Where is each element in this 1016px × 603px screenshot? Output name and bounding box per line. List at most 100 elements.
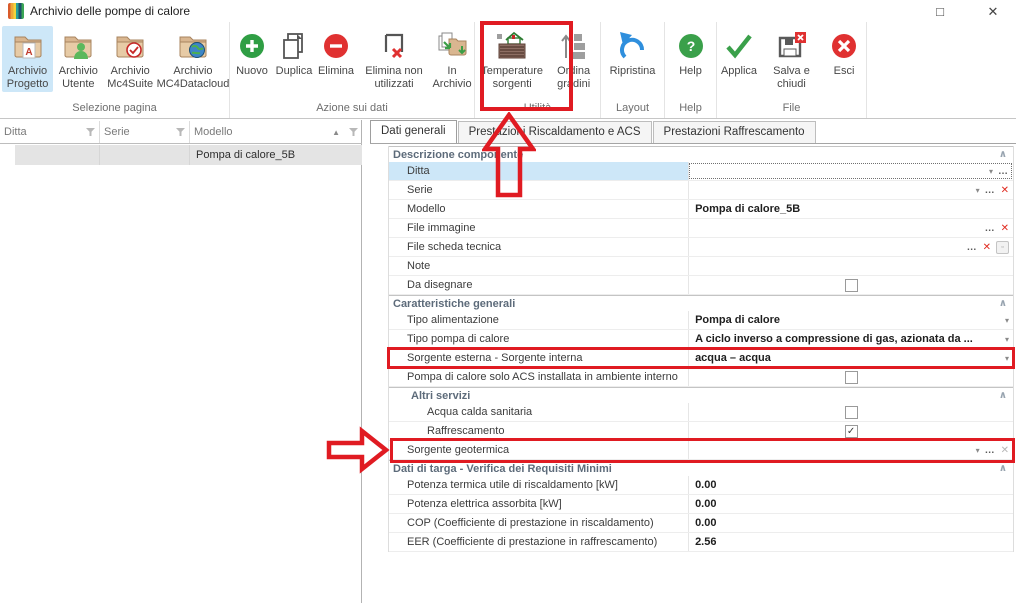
clear-icon[interactable]: ✕: [1000, 184, 1009, 196]
model-list-row[interactable]: Pompa di calore_5B: [0, 145, 362, 165]
group-label-help: Help: [679, 102, 702, 114]
clear-icon[interactable]: ✕: [982, 241, 991, 253]
property-row-raffrescamento[interactable]: Raffrescamento ✓: [389, 422, 1013, 441]
collapse-chevron-icon[interactable]: ∧: [998, 149, 1007, 160]
archivio-utente-button[interactable]: Archivio Utente: [55, 26, 101, 92]
property-grid: Descrizione componente ∧ Ditta ▾ … Serie…: [388, 146, 1014, 552]
preview-file-icon[interactable]: ▫: [996, 240, 1009, 254]
in-archivio-button[interactable]: In Archivio: [432, 26, 472, 92]
checkmark-icon: [722, 29, 756, 63]
property-row-file-immagine[interactable]: File immagine … ✕: [389, 219, 1013, 238]
tab-dati-generali[interactable]: Dati generali: [370, 120, 457, 143]
ribbon-group-selezione-pagina: A Archivio Progetto Archivio Utente Arch…: [0, 22, 230, 118]
property-row-acqua-calda-sanitaria[interactable]: Acqua calda sanitaria: [389, 403, 1013, 422]
dropdown-icon[interactable]: ▾: [1004, 353, 1009, 363]
filter-icon[interactable]: [86, 128, 95, 136]
property-row-tipo-pompa-di-calore[interactable]: Tipo pompa di calore A ciclo inverso a c…: [389, 330, 1013, 349]
property-row-ditta[interactable]: Ditta ▾ …: [389, 162, 1013, 181]
property-row-potenza-elettrica[interactable]: Potenza elettrica assorbita [kW] 0.00: [389, 495, 1013, 514]
close-button[interactable]: ✕: [987, 4, 999, 19]
salva-e-chiudi-button[interactable]: Salva e chiudi: [761, 26, 822, 92]
property-row-tipo-alimentazione[interactable]: Tipo alimentazione Pompa di calore ▾: [389, 311, 1013, 330]
checkbox-unchecked[interactable]: [844, 405, 858, 419]
collapse-chevron-icon[interactable]: ∧: [998, 298, 1007, 309]
folder-mc4suite-icon: [113, 29, 147, 63]
maximize-button[interactable]: □: [936, 4, 944, 19]
section-altri-servizi[interactable]: Altri servizi ∧: [389, 387, 1013, 403]
dropdown-icon[interactable]: ▾: [988, 166, 993, 176]
x-circle-icon: [827, 29, 861, 63]
svg-text:?: ?: [686, 38, 695, 54]
cell-modello[interactable]: Pompa di calore_5B: [190, 145, 362, 165]
ellipsis-button[interactable]: …: [984, 444, 996, 456]
detail-panel: Dati generali Prestazioni Riscaldamento …: [370, 120, 1016, 603]
row-indicator: [0, 145, 15, 165]
nuovo-button[interactable]: Nuovo: [232, 26, 272, 79]
column-header-serie[interactable]: Serie: [100, 121, 190, 143]
ellipsis-button[interactable]: …: [966, 241, 978, 253]
property-row-serie[interactable]: Serie ▾ … ✕: [389, 181, 1013, 200]
tab-prestazioni-raffrescamento[interactable]: Prestazioni Raffrescamento: [652, 121, 816, 143]
section-descrizione-componente[interactable]: Descrizione componente ∧: [389, 146, 1013, 162]
property-row-pompa-solo-acs[interactable]: Pompa di calore solo ACS installata in a…: [389, 368, 1013, 387]
elimina-button[interactable]: Elimina: [316, 26, 356, 79]
esci-button[interactable]: Esci: [824, 26, 864, 79]
collapse-chevron-icon[interactable]: ∧: [998, 390, 1007, 401]
property-row-modello[interactable]: Modello Pompa di calore_5B: [389, 200, 1013, 219]
section-caratteristiche-generali[interactable]: Caratteristiche generali ∧: [389, 295, 1013, 311]
column-header-modello[interactable]: Modello ▲: [190, 121, 362, 143]
group-label-layout: Layout: [615, 102, 650, 114]
checkbox-unchecked[interactable]: [844, 278, 858, 292]
group-label-file: File: [782, 102, 801, 114]
temperature-sorgenti-button[interactable]: Temperature sorgenti: [477, 26, 547, 92]
group-label-utilita: Utilità: [523, 102, 552, 114]
elimina-non-utilizzati-button[interactable]: Elimina non utilizzati: [358, 26, 430, 92]
tab-strip: Dati generali Prestazioni Riscaldamento …: [370, 120, 1016, 143]
checkbox-unchecked[interactable]: [844, 370, 858, 384]
property-row-potenza-termica[interactable]: Potenza termica utile di riscaldamento […: [389, 476, 1013, 495]
archivio-mc4datacloud-button[interactable]: Archivio MC4Datacloud: [157, 26, 229, 92]
collapse-chevron-icon[interactable]: ∧: [998, 463, 1007, 474]
sort-steps-icon: [557, 29, 591, 63]
clear-icon[interactable]: ✕: [1000, 222, 1009, 234]
cell-serie[interactable]: [100, 145, 190, 165]
duplica-button[interactable]: Duplica: [274, 26, 314, 79]
ellipsis-button[interactable]: …: [984, 184, 996, 196]
property-row-sorgente-esterna-interna[interactable]: Sorgente esterna - Sorgente interna acqu…: [389, 349, 1013, 368]
help-button[interactable]: ? Help: [671, 26, 711, 79]
ellipsis-button[interactable]: …: [998, 165, 1009, 177]
ripristina-button[interactable]: Ripristina: [607, 26, 659, 79]
cell-ditta[interactable]: [15, 145, 100, 165]
ordina-gradini-button[interactable]: Ordina gradini: [549, 26, 598, 92]
property-row-file-scheda-tecnica[interactable]: File scheda tecnica … ✕ ▫: [389, 238, 1013, 257]
pages-to-folder-icon: [435, 29, 469, 63]
applica-button[interactable]: Applica: [719, 26, 759, 79]
model-list-panel: Ditta Serie Modello ▲ Pompa di calore_5B: [0, 120, 362, 603]
folder-globe-icon: [176, 29, 210, 63]
section-dati-di-targa[interactable]: Dati di targa - Verifica dei Requisiti M…: [389, 460, 1013, 476]
property-row-note[interactable]: Note: [389, 257, 1013, 276]
undo-arrow-icon: [615, 29, 649, 63]
ribbon-group-utilita: Temperature sorgenti Ordina gradini Util…: [475, 22, 601, 118]
save-close-floppy-icon: [775, 29, 809, 63]
dropdown-icon[interactable]: ▾: [1004, 315, 1009, 325]
property-row-cop[interactable]: COP (Coefficiente di prestazione in risc…: [389, 514, 1013, 533]
title-bar: Archivio delle pompe di calore □ ✕: [0, 0, 1016, 22]
archivio-progetto-button[interactable]: A Archivio Progetto: [2, 26, 54, 92]
duplicate-pages-icon: [277, 29, 311, 63]
filter-icon[interactable]: [349, 128, 358, 136]
dropdown-icon[interactable]: ▾: [975, 445, 980, 455]
property-row-eer[interactable]: EER (Coefficiente di prestazione in raff…: [389, 533, 1013, 552]
archivio-mc4suite-button[interactable]: Archivio Mc4Suite: [103, 26, 157, 92]
dropdown-icon[interactable]: ▾: [1004, 334, 1009, 344]
column-header-ditta[interactable]: Ditta: [0, 121, 100, 143]
tab-prestazioni-riscaldamento[interactable]: Prestazioni Riscaldamento e ACS: [457, 121, 652, 143]
property-row-sorgente-geotermica[interactable]: Sorgente geotermica ▾ … ✕: [389, 441, 1013, 460]
checkbox-checked[interactable]: ✓: [844, 424, 858, 438]
property-row-da-disegnare[interactable]: Da disegnare: [389, 276, 1013, 295]
filter-icon[interactable]: [176, 128, 185, 136]
list-header-row: Ditta Serie Modello ▲: [0, 121, 362, 144]
dropdown-icon[interactable]: ▾: [975, 185, 980, 195]
folder-user-icon: [61, 29, 95, 63]
ellipsis-button[interactable]: …: [984, 222, 996, 234]
